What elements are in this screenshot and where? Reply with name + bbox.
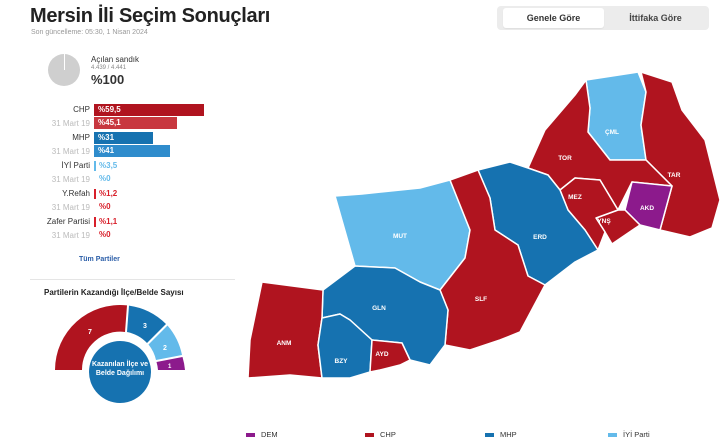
alliance-view-button[interactable]: İttifaka Göre <box>629 13 682 23</box>
legend-label: CHP <box>380 430 396 439</box>
gauge-segment-dem[interactable] <box>156 357 186 370</box>
gauge-label-dem: 1 <box>168 364 172 370</box>
district-label-erd: ERD <box>533 234 547 241</box>
previous-result-bar: %45,1 <box>94 117 177 129</box>
previous-result-value: %0 <box>99 174 111 183</box>
ballot-progress-pie <box>48 54 80 86</box>
party-name: İYİ Parti <box>61 161 90 170</box>
legend-item-mhp: MHP <box>485 430 517 439</box>
current-result-bar <box>94 161 96 171</box>
legend-swatch <box>608 432 617 437</box>
district-label-gln: GLN <box>372 305 386 312</box>
previous-result-value: %41 <box>98 146 115 155</box>
last-updated: Son güncelleme: 05:30, 1 Nisan 2024 <box>31 29 148 36</box>
ballot-box-count: 4.439 / 4.441 <box>91 65 127 71</box>
page-title: Mersin İli Seçim Sonuçları <box>30 5 271 27</box>
gauge-center-label: Kazanılan İlçe ve Belde Dağılımı <box>91 361 149 377</box>
district-anm[interactable] <box>247 281 324 379</box>
district-label-bzy: BZY <box>335 358 349 365</box>
legend-label: DEM <box>261 430 278 439</box>
previous-result-value: %45,1 <box>98 118 121 127</box>
party-name: Y.Refah <box>62 189 90 198</box>
legend-item-dem: DEM <box>246 430 278 439</box>
district-map: ÇML TOR TAR MEZ YNŞ AKD ERD MUT SLF GLN … <box>247 71 720 379</box>
gauge-label-mhp: 3 <box>143 323 147 330</box>
current-result-value: %1,1 <box>99 217 118 226</box>
gauge-center-button[interactable] <box>89 341 151 403</box>
current-result-value: %31 <box>98 133 115 142</box>
party-name: CHP <box>73 105 90 114</box>
gauge-segment-mhp[interactable] <box>127 305 166 343</box>
district-label-anm: ANM <box>277 340 292 347</box>
district-ayd[interactable] <box>369 339 411 373</box>
party-name: Zafer Partisi <box>46 217 90 226</box>
previous-date: 31 Mart 19 <box>51 231 90 240</box>
ballot-box-label: Açılan sandık <box>91 55 140 64</box>
district-label-mez: MEZ <box>568 194 582 201</box>
party-row-chp: CHP 31 Mart 19 %59,5 %45,1 <box>0 103 240 131</box>
current-result-value: %1,2 <box>99 189 118 198</box>
district-label-ayd: AYD <box>375 351 388 358</box>
current-result-bar: %31 <box>94 132 153 144</box>
gauge-segment-chp[interactable] <box>55 305 127 370</box>
current-result-value: %59,5 <box>98 105 121 114</box>
current-result-bar <box>94 189 96 199</box>
previous-result-bar: %41 <box>94 145 170 157</box>
legend-swatch <box>485 432 494 437</box>
current-result-bar <box>94 217 96 227</box>
district-akd[interactable] <box>624 181 673 231</box>
district-count-gauge: 7 3 2 1 <box>55 305 186 406</box>
party-row-mhp: MHP 31 Mart 19 %31 %41 <box>0 131 240 159</box>
divider <box>30 279 235 280</box>
gauge-label-chp: 7 <box>88 329 92 336</box>
previous-result-value: %0 <box>99 202 111 211</box>
district-slf[interactable] <box>439 169 546 351</box>
district-label-yns: YNŞ <box>597 218 611 225</box>
party-row-yrefah: Y.Refah 31 Mart 19 %1,2 %0 <box>0 187 240 215</box>
district-chart-title: Partilerin Kazandığı İlçe/Belde Sayısı <box>44 288 184 297</box>
ballot-box-percent: %100 <box>91 72 125 87</box>
district-label-cml: ÇML <box>605 129 619 136</box>
district-label-slf: SLF <box>475 296 487 303</box>
district-label-tar: TAR <box>668 172 681 179</box>
gauge-label-iyi: 2 <box>163 345 167 352</box>
all-parties-link[interactable]: Tüm Partiler <box>79 256 120 263</box>
previous-date: 31 Mart 19 <box>51 119 90 128</box>
district-label-mut: MUT <box>393 233 407 240</box>
district-label-tor: TOR <box>558 155 572 162</box>
legend-label: MHP <box>500 430 517 439</box>
party-row-iyi: İYİ Parti 31 Mart 19 %3,5 %0 <box>0 159 240 187</box>
gauge-segment-iyi[interactable] <box>148 325 183 361</box>
current-result-bar: %59,5 <box>94 104 204 116</box>
party-row-zafer: Zafer Partisi 31 Mart 19 %1,1 %0 <box>0 215 240 243</box>
district-tar[interactable] <box>640 71 720 238</box>
legend-item-iyi: İYİ Parti <box>608 430 650 439</box>
district-label-akd: AKD <box>640 205 654 212</box>
current-result-value: %3,5 <box>99 161 118 170</box>
previous-date: 31 Mart 19 <box>51 203 90 212</box>
previous-date: 31 Mart 19 <box>51 175 90 184</box>
general-view-button[interactable]: Genele Göre <box>503 8 604 28</box>
legend-swatch <box>246 432 255 437</box>
legend-label: İYİ Parti <box>623 430 650 439</box>
previous-result-value: %0 <box>99 230 111 239</box>
legend-item-chp: CHP <box>365 430 396 439</box>
previous-date: 31 Mart 19 <box>51 147 90 156</box>
view-toggle: Genele Göre İttifaka Göre <box>497 6 709 30</box>
party-name: MHP <box>72 133 90 142</box>
legend-swatch <box>365 432 374 437</box>
